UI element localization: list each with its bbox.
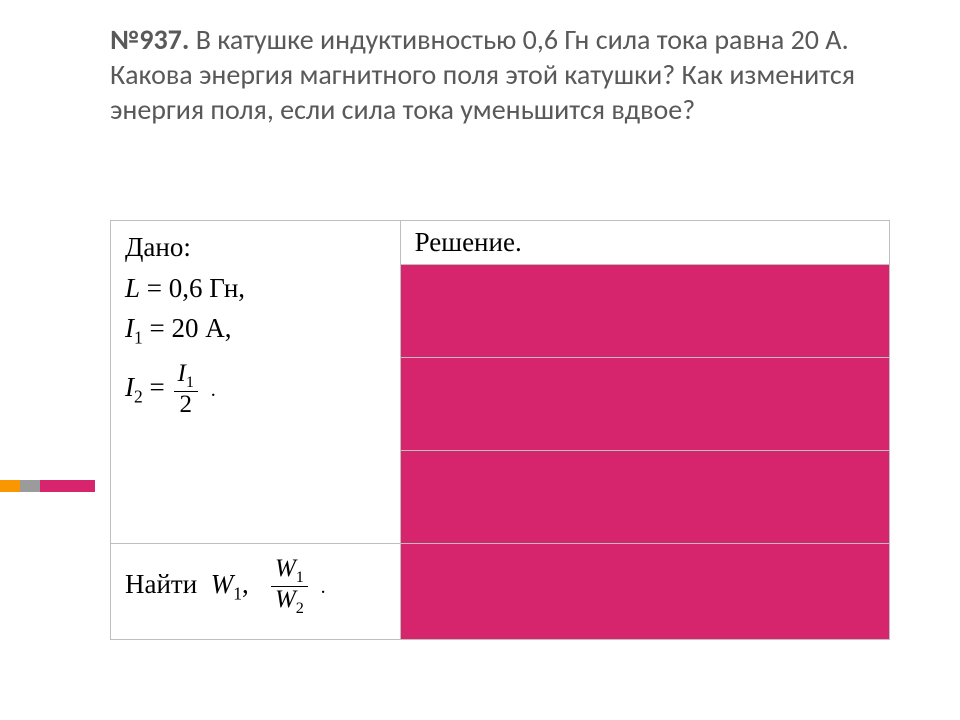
stripe-magenta — [40, 480, 95, 492]
period-2: . — [317, 576, 326, 598]
solution-heading-cell: Решение. — [400, 221, 889, 265]
accent-stripe — [0, 480, 95, 492]
I2-symbol: I2 — [125, 372, 143, 402]
I1-value: = 20 А, — [150, 313, 232, 343]
solution-mask-4 — [400, 544, 889, 640]
problem-statement: №937. В катушке индуктивностью 0,6 Гн си… — [110, 22, 870, 127]
find-label: Найти — [125, 569, 197, 599]
solution-mask-3 — [400, 451, 889, 544]
given-heading: Дано: — [125, 232, 191, 262]
find-cell: Найти W1, W1 W2 . — [111, 544, 401, 640]
I1-symbol: I1 — [125, 313, 143, 343]
problem-number: №937. — [110, 22, 189, 57]
problem-text: В катушке индуктивностью 0,6 Гн сила ток… — [110, 22, 855, 127]
solution-table: Дано: L = 0,6 Гн, I1 = 20 А, I2 = I1 2 .… — [110, 220, 890, 640]
equals: = — [150, 372, 165, 402]
L-value: = 0,6 Гн, — [147, 273, 245, 303]
solution-mask-2 — [400, 358, 889, 451]
given-cell: Дано: L = 0,6 Гн, I1 = 20 А, I2 = I1 2 . — [111, 221, 401, 544]
solution-mask-1 — [400, 265, 889, 358]
stripe-orange — [0, 480, 20, 492]
W-ratio: W1 W2 — [271, 556, 308, 617]
L-symbol: L — [125, 273, 140, 303]
I2-fraction: I1 2 — [174, 361, 198, 418]
stripe-grey — [20, 480, 40, 492]
solution-heading: Решение. — [415, 227, 522, 257]
period: . — [207, 379, 216, 401]
W1-symbol: W1 — [211, 569, 242, 599]
